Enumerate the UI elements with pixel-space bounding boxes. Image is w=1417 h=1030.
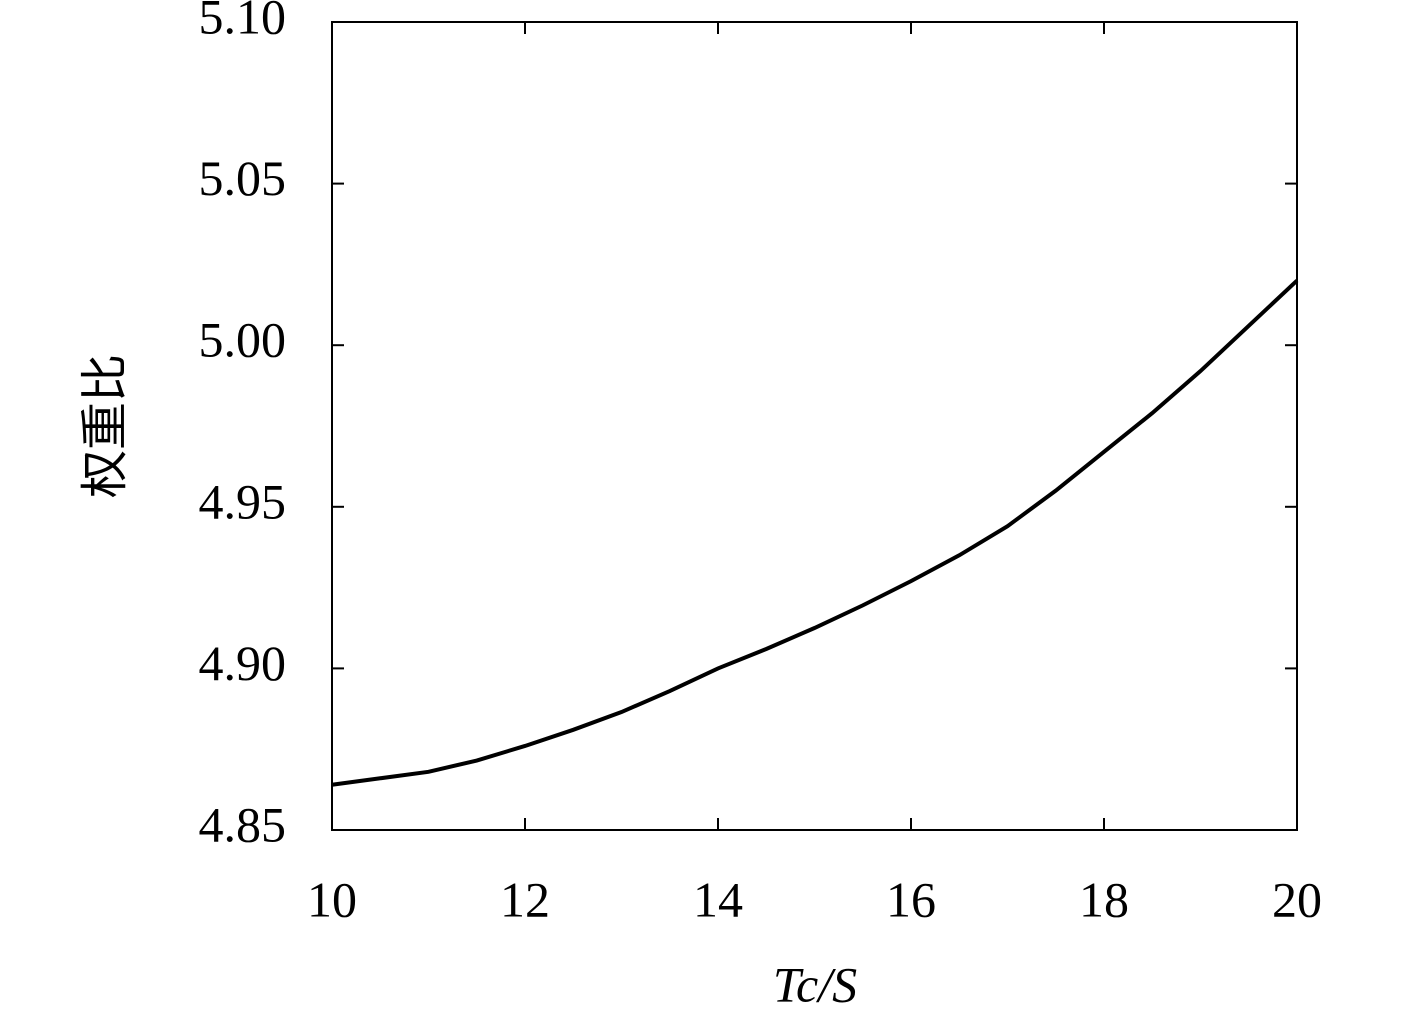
plot-frame bbox=[331, 21, 1298, 831]
x-tick-label: 12 bbox=[500, 871, 550, 927]
y-tick-label: 5.05 bbox=[199, 150, 287, 206]
y-tick-label: 4.90 bbox=[199, 635, 287, 691]
data-line bbox=[331, 279, 1299, 787]
x-tick-label: 20 bbox=[1272, 871, 1322, 927]
x-tick-label: 14 bbox=[693, 871, 743, 927]
y-axis-label: 权重比 bbox=[77, 354, 133, 498]
y-tick-label: 5.00 bbox=[199, 312, 287, 368]
x-axis-label: Tc/S bbox=[773, 956, 857, 1012]
y-tick-label: 4.95 bbox=[199, 473, 287, 529]
x-tick-label: 18 bbox=[1079, 871, 1129, 927]
x-tick-label: 16 bbox=[886, 871, 936, 927]
y-tick-label: 4.85 bbox=[199, 796, 287, 852]
y-tick-label: 5.10 bbox=[199, 0, 287, 44]
x-tick-label: 10 bbox=[307, 871, 357, 927]
